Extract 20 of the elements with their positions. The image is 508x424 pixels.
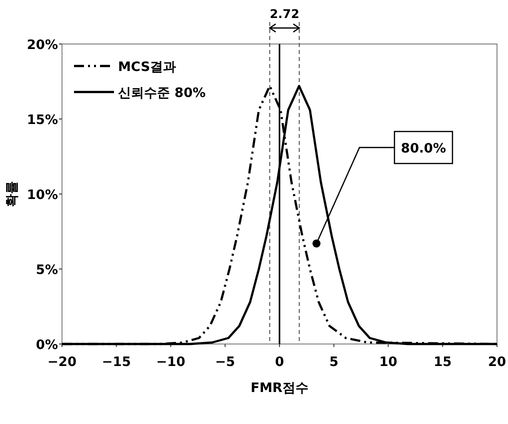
legend-label: 신뢰수준 80% bbox=[118, 86, 206, 101]
y-tick-label: 15% bbox=[26, 113, 58, 128]
y-axis-title: 확률 bbox=[5, 181, 20, 207]
x-tick-label: 0 bbox=[274, 355, 284, 370]
x-tick-label: −15 bbox=[102, 355, 131, 370]
y-tick-label: 5% bbox=[36, 263, 58, 278]
x-tick-label: −20 bbox=[48, 355, 76, 370]
annotation: 80.0% bbox=[400, 142, 446, 156]
y-tick-label: 0% bbox=[36, 338, 58, 353]
x-tick-label: −5 bbox=[215, 355, 236, 370]
x-tick-label: 10 bbox=[379, 355, 398, 370]
text: 2.72 bbox=[270, 7, 300, 21]
y-tick-label: 10% bbox=[26, 188, 58, 203]
x-tick-label: 15 bbox=[434, 355, 452, 370]
y-tick-label: 20% bbox=[26, 38, 58, 53]
x-axis-title: FMR점수 bbox=[250, 381, 308, 396]
x-tick-label: −10 bbox=[156, 355, 186, 370]
x-tick-label: 5 bbox=[329, 355, 338, 370]
x-tick-label: 20 bbox=[488, 355, 506, 370]
legend-label: MCS결과 bbox=[118, 60, 176, 75]
